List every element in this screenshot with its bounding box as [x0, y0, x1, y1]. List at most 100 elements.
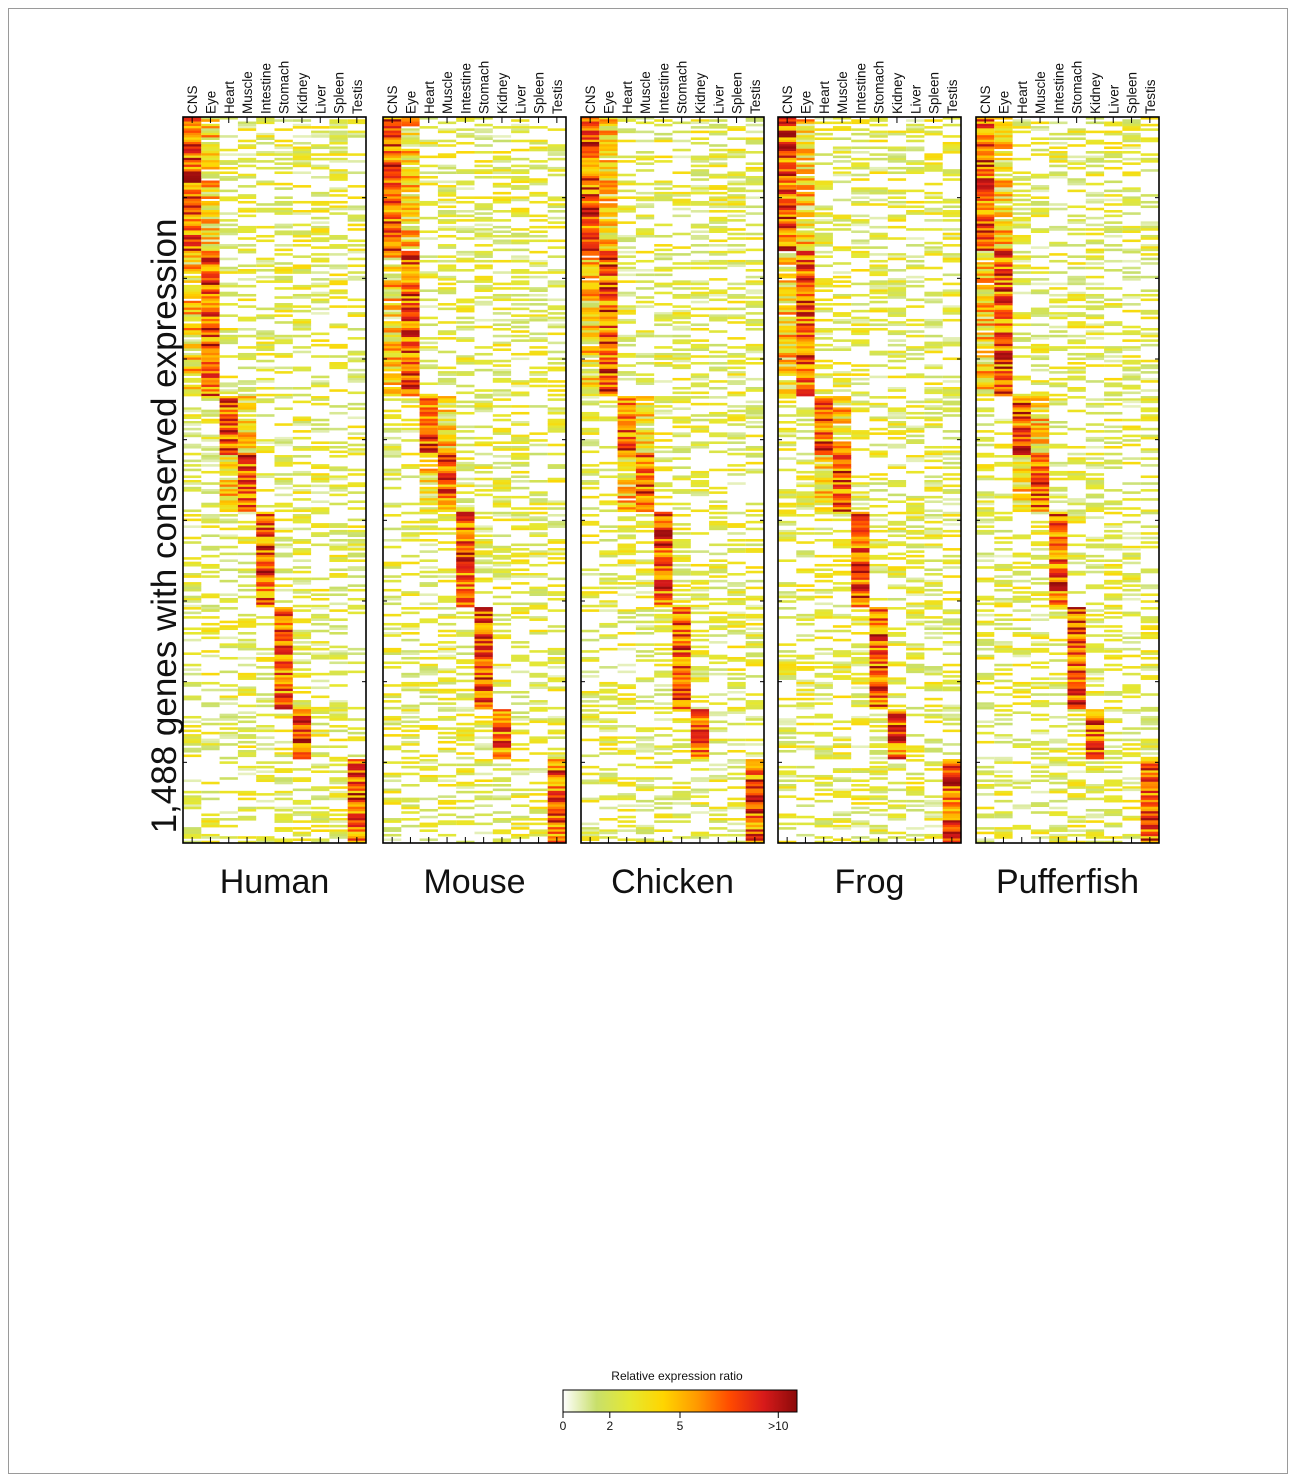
heatmap-cell [492, 745, 512, 749]
heatmap-cell [292, 731, 312, 735]
heatmap-cell [547, 368, 566, 372]
heatmap-cell [745, 289, 764, 292]
heatmap-cell [383, 561, 402, 565]
heatmap-cell [745, 759, 764, 762]
heatmap-cell [183, 747, 202, 751]
heatmap-cell [599, 502, 618, 506]
heatmap-cell [329, 355, 348, 358]
heatmap-cell [796, 171, 815, 175]
heatmap-cell [547, 688, 566, 692]
heatmap-cell [201, 745, 220, 749]
heatmap-cell [654, 518, 673, 522]
heatmap-cell [383, 332, 402, 336]
heatmap-cell [292, 418, 312, 422]
heatmap-cell [311, 382, 330, 386]
heatmap-cell [581, 305, 600, 308]
heatmap-cell [617, 632, 636, 635]
heatmap-cell [401, 244, 420, 247]
heatmap-cell [547, 666, 566, 669]
heatmap-cell [654, 234, 673, 238]
heatmap-cell [347, 588, 366, 592]
heatmap-cell [256, 280, 275, 283]
heatmap-cell [492, 743, 512, 746]
heatmap-cell [599, 284, 618, 288]
heatmap-cell [237, 793, 257, 796]
heatmap-cell [419, 275, 438, 279]
heatmap-cell [617, 563, 636, 567]
heatmap-cell [492, 225, 512, 229]
heatmap-cell [311, 380, 330, 383]
heatmap-cell [672, 262, 691, 265]
heatmap-cell [219, 228, 238, 231]
heatmap-cell [383, 734, 402, 737]
heatmap-cell [311, 711, 330, 714]
heatmap-cell [437, 246, 457, 249]
heatmap-cell [796, 214, 815, 218]
heatmap-cell [401, 182, 420, 186]
heatmap-cell [599, 210, 618, 213]
heatmap-cell [292, 747, 312, 751]
heatmap-cell [474, 570, 493, 574]
heatmap-cell [183, 287, 202, 290]
heatmap-cell [599, 622, 618, 626]
heatmap-cell [292, 727, 312, 730]
heatmap-cell [292, 327, 312, 331]
heatmap-cell [401, 139, 420, 143]
heatmap-cell [727, 189, 746, 193]
heatmap-cell [617, 502, 636, 506]
heatmap-cell [201, 334, 220, 338]
heatmap-cell [401, 343, 420, 347]
heatmap-cell [383, 368, 402, 372]
heatmap-cell [437, 307, 457, 311]
heatmap-cell [201, 747, 220, 751]
heatmap-cell [274, 613, 293, 617]
heatmap-cell [635, 475, 655, 479]
heatmap-cell [401, 391, 420, 395]
heatmap-cell [329, 543, 348, 547]
heatmap-cell [237, 430, 257, 433]
heatmap-cell [437, 749, 457, 753]
heatmap-cell [311, 194, 330, 197]
heatmap-cell [383, 298, 402, 302]
heatmap-cell [383, 693, 402, 696]
heatmap-cell [581, 520, 600, 524]
heatmap-cell [635, 520, 655, 524]
heatmap-cell [274, 625, 293, 628]
heatmap-cell [437, 509, 457, 513]
heatmap-cell [581, 373, 600, 376]
heatmap-cell [529, 332, 548, 336]
heatmap-cell [256, 704, 275, 708]
heatmap-cell [709, 343, 728, 347]
heatmap-cell [329, 427, 348, 431]
heatmap-cell [599, 348, 618, 351]
heatmap-cell [183, 275, 202, 279]
heatmap-cell [474, 362, 493, 365]
heatmap-cell [437, 702, 457, 705]
heatmap-cell [437, 441, 457, 444]
heatmap-cell [672, 745, 691, 749]
heatmap-cell [329, 212, 348, 215]
heatmap-cell [401, 373, 420, 376]
heatmap-cell [456, 491, 475, 494]
heatmap-cell [511, 423, 530, 426]
heatmap-cell [274, 321, 293, 324]
heatmap-cell [237, 139, 257, 143]
heatmap-cell [529, 377, 548, 381]
heatmap-cell [456, 543, 475, 547]
heatmap-cell [201, 228, 220, 231]
heatmap-cell [456, 784, 475, 787]
heatmap-cell [727, 171, 746, 175]
heatmap-cell [456, 554, 475, 558]
heatmap-cell [492, 663, 512, 667]
heatmap-cell [581, 321, 600, 324]
heatmap-cell [237, 693, 257, 696]
heatmap-cell [581, 164, 600, 168]
heatmap-cell [492, 820, 512, 823]
heatmap-cell [219, 230, 238, 234]
heatmap-cell [383, 230, 402, 234]
heatmap-cell [511, 126, 530, 129]
heatmap-cell [492, 482, 512, 485]
heatmap-cell [329, 123, 348, 127]
heatmap-cell [183, 475, 202, 479]
heatmap-cell [547, 593, 566, 597]
